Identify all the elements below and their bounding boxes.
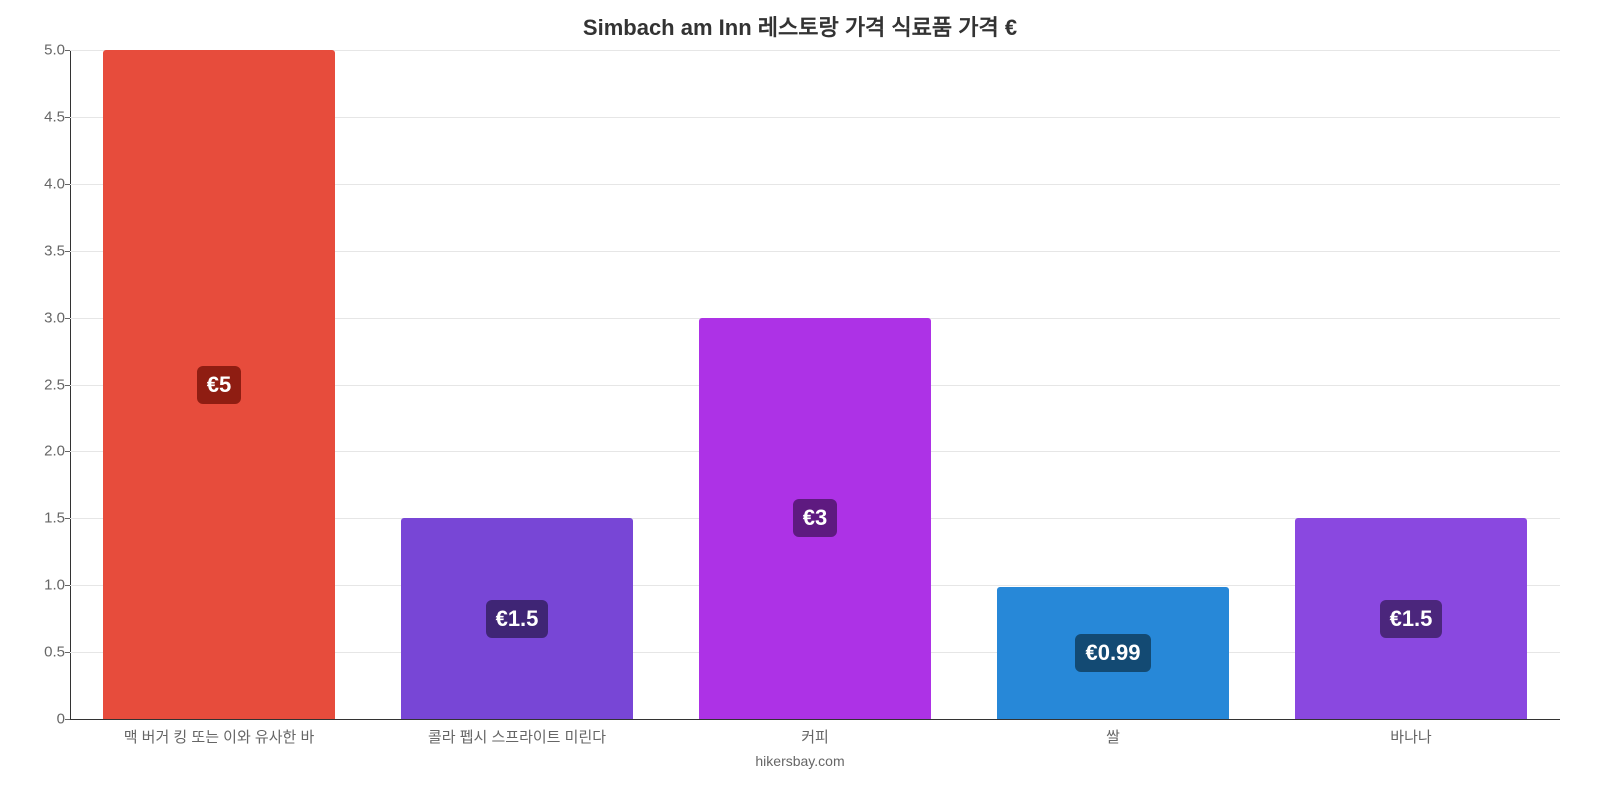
x-tick-label: 맥 버거 킹 또는 이와 유사한 바 — [70, 726, 368, 747]
bar-value-label: €1.5 — [486, 600, 549, 638]
bar: €5 — [103, 50, 335, 719]
y-tick-label: 4.0 — [25, 175, 65, 192]
y-tick-label: 4.5 — [25, 108, 65, 125]
y-tick-label: 2.0 — [25, 443, 65, 460]
y-tick-label: 2.5 — [25, 376, 65, 393]
bar-value-label: €3 — [793, 499, 837, 537]
x-tick-label: 콜라 펩시 스프라이트 미린다 — [368, 726, 666, 747]
x-tick-label: 커피 — [666, 726, 964, 747]
y-tick-label: 1.0 — [25, 577, 65, 594]
y-tick-label: 3.0 — [25, 309, 65, 326]
bars-container: €5 €1.5 €3 €0.99 €1.5 — [70, 50, 1560, 719]
x-tick-label: 쌀 — [964, 726, 1262, 747]
bar-slot: €1.5 — [368, 50, 666, 719]
y-tick-label: 5.0 — [25, 42, 65, 59]
bar-value-label: €0.99 — [1075, 634, 1150, 672]
y-tick-label: 0 — [25, 711, 65, 728]
bar: €1.5 — [401, 518, 633, 719]
bar-slot: €1.5 — [1262, 50, 1560, 719]
bar: €3 — [699, 318, 931, 719]
chart-title: Simbach am Inn 레스토랑 가격 식료품 가격 € — [30, 10, 1570, 42]
x-tick-label: 바나나 — [1262, 726, 1560, 747]
bar: €1.5 — [1295, 518, 1527, 719]
bar-value-label: €1.5 — [1380, 600, 1443, 638]
y-tick-label: 3.5 — [25, 242, 65, 259]
x-axis: 맥 버거 킹 또는 이와 유사한 바콜라 펩시 스프라이트 미린다커피쌀바나나 — [70, 726, 1560, 747]
y-tick-label: 0.5 — [25, 644, 65, 661]
bar-slot: €0.99 — [964, 50, 1262, 719]
price-bar-chart: Simbach am Inn 레스토랑 가격 식료품 가격 € 0 0.5 1.0 1… — [0, 0, 1600, 800]
bar-slot: €3 — [666, 50, 964, 719]
bar-value-label: €5 — [197, 366, 241, 404]
plot-area: 00.51.01.52.02.53.03.54.04.55.0 €5€1.5€3… — [70, 50, 1560, 720]
chart-footer: hikersbay.com — [30, 753, 1570, 769]
y-tick-mark — [65, 719, 70, 720]
bar: €0.99 — [997, 587, 1229, 719]
y-tick-label: 1.5 — [25, 510, 65, 527]
bar-slot: €5 — [70, 50, 368, 719]
